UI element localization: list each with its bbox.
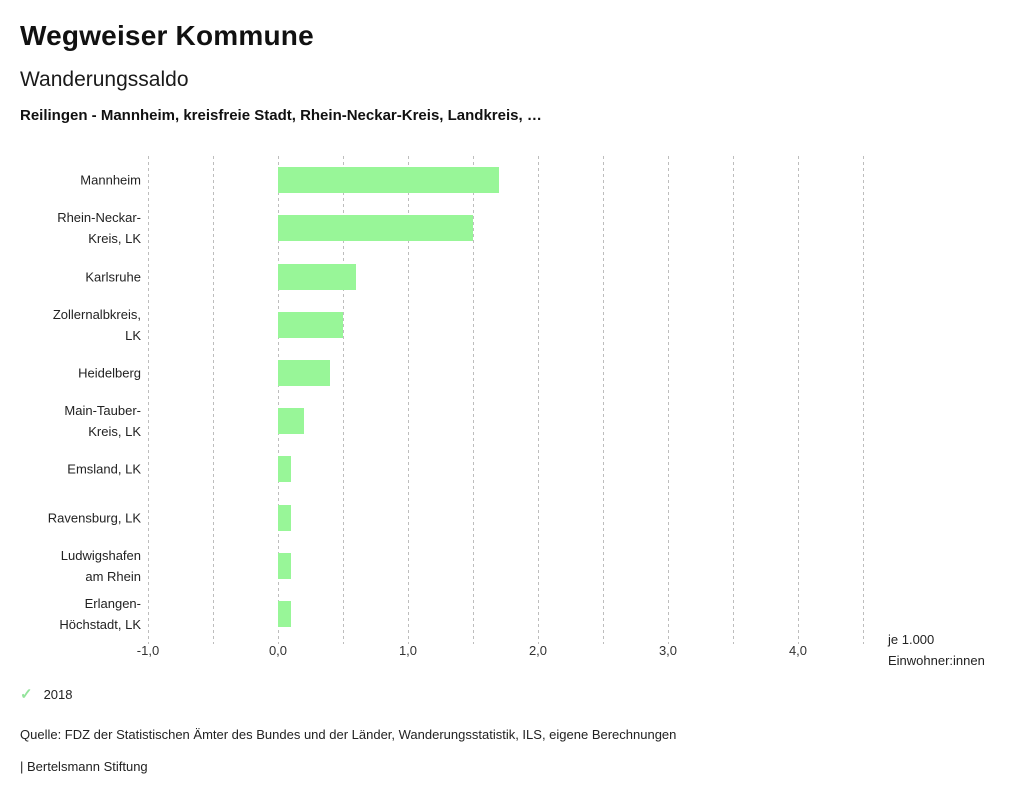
attribution-text: | Bertelsmann Stiftung [20,759,148,774]
row-label: Rhein-Neckar- Kreis, LK [57,210,141,247]
chart-selection-subtitle: Reilingen - Mannheim, kreisfreie Stadt, … [20,107,542,124]
row-label: Karlsruhe [85,269,141,284]
row-label: Main-Tauber- Kreis, LK [64,403,141,440]
x-gridline [278,156,279,644]
x-gridline [668,156,669,644]
x-gridline [538,156,539,644]
chart-bar[interactable] [278,456,291,483]
x-gridline [148,156,149,644]
x-gridline [798,156,799,644]
chart-title: Wanderungssaldo [20,68,189,91]
source-text: Quelle: FDZ der Statistischen Ämter des … [20,727,677,742]
chart-bar[interactable] [278,504,291,531]
row-label: Ludwigshafen am Rhein [60,547,141,584]
x-gridline [408,156,409,644]
chart-bar[interactable] [278,359,330,386]
row-label: Heidelberg [78,365,141,381]
app-title: Wegweiser Kommune [20,20,314,51]
x-tick-label: 0,0 [268,643,288,658]
chart-bar[interactable] [278,263,356,290]
x-tick-label: 3,0 [658,643,678,658]
x-gridline [733,156,734,644]
legend-year-label: 2018 [43,687,73,702]
row-label: Ravensburg, LK [47,510,141,525]
legend-item-2018[interactable]: ✓ 2018 [20,687,73,702]
axis-unit-line1: je 1.000 [888,632,935,647]
row-label: Zollernalbkreis, LK [52,306,141,343]
header: Wegweiser Kommune Wanderungssaldo Reilin… [20,20,980,124]
axis-unit-label: je 1.000 Einwohner:innen [888,629,985,671]
x-tick-label: 1,0 [398,643,418,658]
chart-bar[interactable] [278,167,499,194]
x-tick-label: 4,0 [788,643,808,658]
x-gridline [603,156,604,644]
chart-bar[interactable] [278,408,304,435]
chart-bar[interactable] [278,215,473,242]
row-label: Mannheim [80,172,141,188]
x-tick-label: -1,0 [136,643,160,658]
checkmark-icon: ✓ [20,686,33,703]
x-gridline [863,156,864,644]
chart-bar[interactable] [278,311,343,338]
row-label: Emsland, LK [67,461,141,477]
chart-bar[interactable] [278,600,291,627]
x-tick-label: 2,0 [528,643,548,658]
bar-chart: Mannheim Rhein-Neckar- Kreis, LK Karlsruhe Z… [47,156,985,671]
x-gridline [343,156,344,644]
chart-bar[interactable] [278,552,291,579]
x-gridline [473,156,474,644]
x-gridline [213,156,214,644]
axis-unit-line2: Einwohner:innen [888,653,985,668]
row-label: Erlangen- Höchstadt, LK [59,595,141,632]
